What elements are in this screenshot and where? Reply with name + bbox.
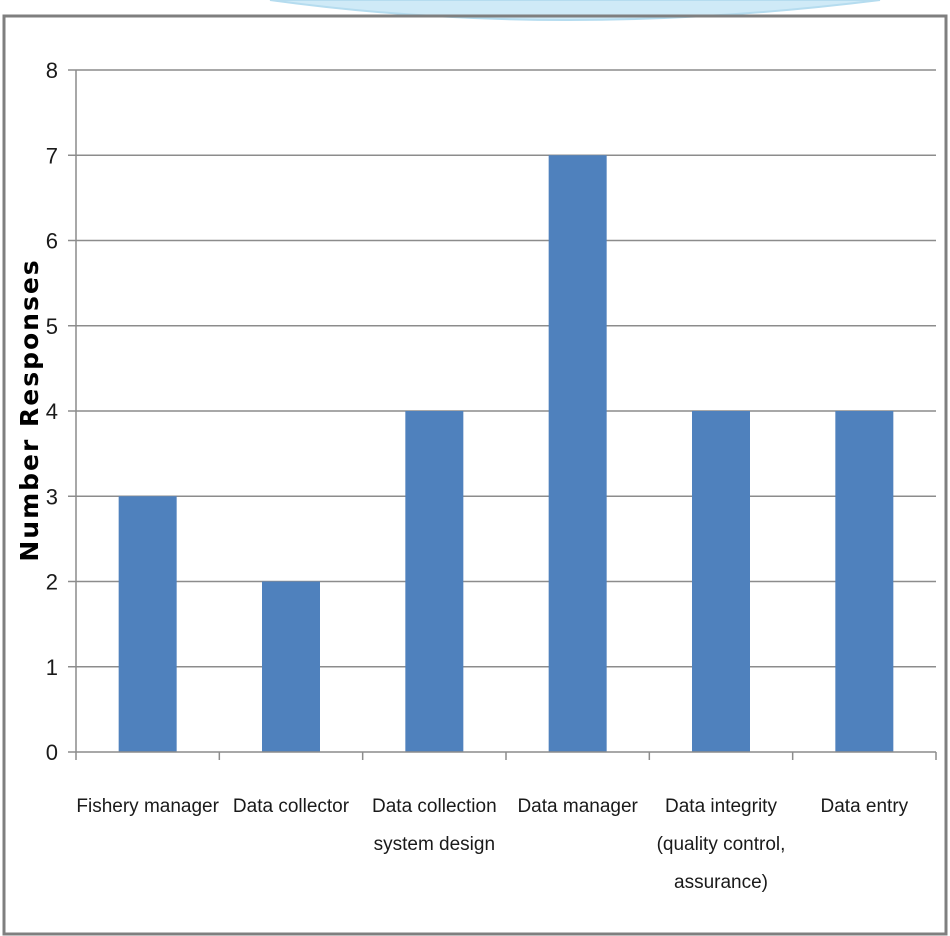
x-tick-label: Fishery manager — [76, 796, 219, 817]
bar — [692, 411, 750, 752]
x-tick-label: Data collector — [233, 796, 350, 817]
y-tick-label: 0 — [46, 740, 58, 765]
x-tick-label: assurance) — [674, 872, 768, 893]
x-tick-label: Data manager — [517, 796, 638, 817]
y-tick-label: 2 — [46, 570, 58, 595]
y-axis-title: Number Responses — [15, 258, 44, 561]
bar — [405, 411, 464, 752]
y-tick-label: 7 — [46, 143, 58, 168]
axes — [68, 69, 937, 760]
y-tick-label: 5 — [46, 314, 58, 339]
y-tick-label: 1 — [46, 655, 58, 680]
bar — [262, 581, 320, 752]
gridlines — [76, 69, 936, 668]
x-tick-label: Data collection — [372, 796, 497, 817]
y-tick-label: 4 — [46, 399, 58, 424]
y-tick-label: 6 — [46, 229, 58, 254]
y-tick-label: 8 — [46, 58, 58, 83]
bar — [548, 155, 607, 752]
x-tick-label: Data integrity — [665, 796, 777, 817]
bar — [835, 411, 894, 752]
labels: 0 1 2 3 4 5 6 7 8 Fishery manager Data collector Da… — [46, 58, 909, 893]
bars — [118, 155, 894, 752]
x-tick-label: system design — [374, 834, 495, 855]
bar — [118, 496, 177, 752]
x-tick-label: (quality control, — [657, 834, 786, 855]
chart-border — [2, 14, 948, 936]
x-tick-label: Data entry — [821, 796, 909, 817]
y-tick-label: 3 — [46, 484, 58, 509]
